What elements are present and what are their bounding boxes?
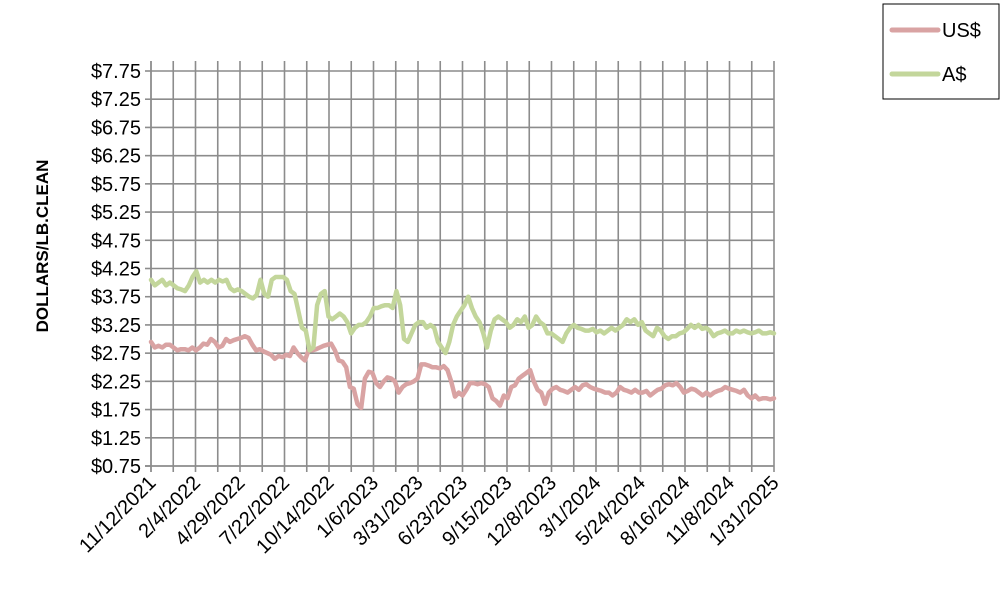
y-tick-label: $7.25 xyxy=(91,89,141,111)
y-tick-label: $3.25 xyxy=(91,315,141,337)
y-tick-label: $1.75 xyxy=(91,400,141,422)
y-tick-label: $2.25 xyxy=(91,371,141,393)
legend-box xyxy=(883,4,999,99)
y-tick-label: $3.75 xyxy=(91,287,141,309)
legend: US$ A$ xyxy=(883,4,999,99)
y-tick-label: $0.75 xyxy=(91,456,141,478)
y-tick-label: $7.75 xyxy=(91,61,141,83)
y-tick-label: $4.25 xyxy=(91,259,141,281)
y-tick-label: $1.25 xyxy=(91,428,141,450)
y-axis-title: DOLLARS/LB.CLEAN xyxy=(33,160,52,333)
y-tick-label: $6.25 xyxy=(91,146,141,168)
x-tick-labels: 11/12/20212/4/20224/29/20227/22/202210/1… xyxy=(75,472,783,558)
legend-label-us: US$ xyxy=(942,20,981,42)
legend-label-a: A$ xyxy=(942,64,966,86)
y-tick-label: $5.25 xyxy=(91,202,141,224)
y-tick-label: $2.75 xyxy=(91,343,141,365)
y-tick-label: $4.75 xyxy=(91,230,141,252)
y-tick-label: $6.75 xyxy=(91,117,141,139)
y-tick-labels: $0.75 $1.25 $1.75 $2.25 $2.75 $3.25 $3.75 $4.25… xyxy=(91,61,141,478)
gridlines xyxy=(151,61,774,466)
y-tick-label: $5.75 xyxy=(91,174,141,196)
